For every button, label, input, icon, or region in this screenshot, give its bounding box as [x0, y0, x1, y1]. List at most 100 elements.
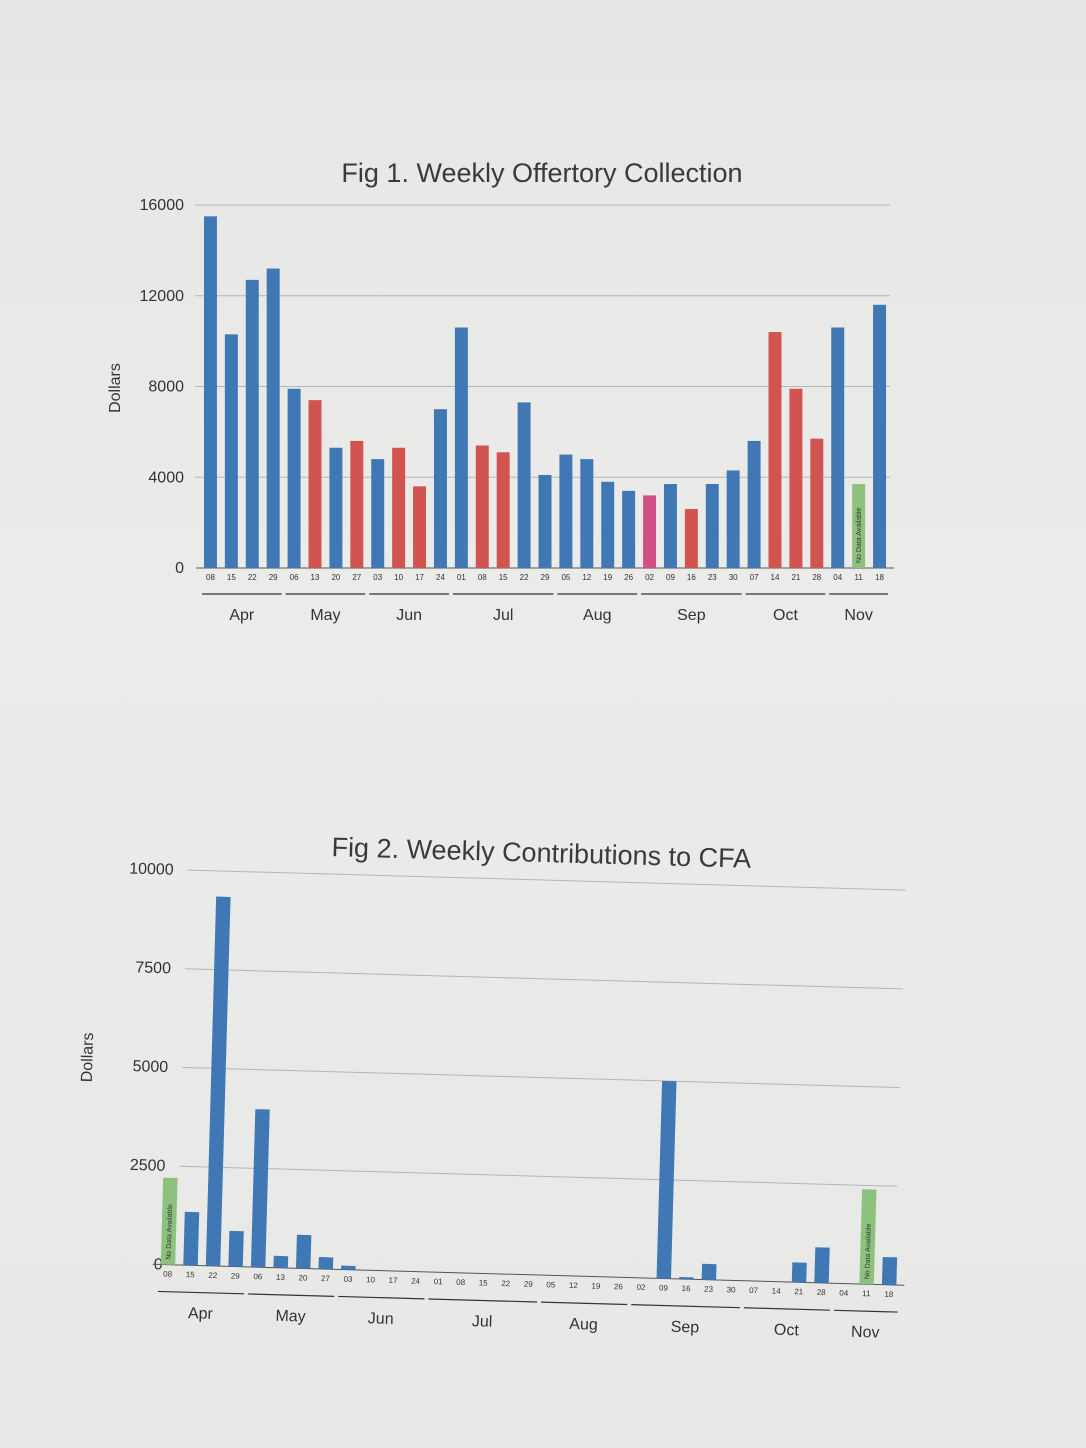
x-tick-label: 22	[520, 573, 529, 582]
bar	[538, 474, 552, 568]
month-label: Jun	[368, 1310, 394, 1328]
x-tick-label: 30	[729, 573, 738, 582]
bar	[643, 495, 657, 568]
month-label: Aug	[569, 1316, 598, 1334]
x-tick-label: 23	[704, 1285, 714, 1294]
bar	[392, 447, 406, 568]
bar	[791, 1262, 807, 1283]
x-tick-label: 15	[499, 573, 508, 582]
x-tick-label: 22	[208, 1271, 218, 1280]
x-tick-label: 21	[794, 1287, 804, 1296]
x-tick-label: 16	[687, 573, 696, 582]
bar	[250, 1109, 270, 1268]
bar	[831, 327, 845, 568]
x-tick-label: 15	[227, 573, 236, 582]
x-tick-label: 17	[415, 573, 424, 582]
bar	[183, 1211, 200, 1266]
bar	[810, 438, 824, 568]
gridline	[179, 1165, 898, 1187]
x-tick-label: 28	[812, 573, 821, 582]
x-tick-label: 04	[839, 1288, 849, 1297]
bar	[273, 1255, 289, 1269]
bar	[881, 1256, 898, 1286]
x-tick-label: 08	[163, 1270, 173, 1279]
month-label: Jul	[493, 607, 513, 624]
month-label: Apr	[188, 1305, 214, 1323]
bar	[580, 459, 594, 568]
fig1-offertory-chart: Fig 1. Weekly Offertory Collection Dollar…	[107, 158, 894, 624]
x-tick-label: 20	[331, 573, 340, 582]
y-axis-label: Dollars	[107, 363, 124, 413]
gridline	[184, 968, 903, 990]
bar	[684, 509, 698, 568]
bar	[622, 490, 636, 568]
chart-title: Fig 1. Weekly Offertory Collection	[341, 158, 742, 188]
bar	[475, 445, 489, 568]
x-tick-label: 21	[791, 573, 800, 582]
x-tick-label: 29	[541, 573, 550, 582]
no-data-bar	[160, 1177, 178, 1265]
y-tick-label: 4000	[148, 469, 184, 486]
x-tick-label: 19	[603, 573, 612, 582]
month-label: Sep	[670, 1319, 699, 1337]
bar	[517, 402, 531, 568]
x-tick-label: 11	[862, 1289, 871, 1298]
x-tick-label: 27	[321, 1274, 331, 1283]
y-tick-label: 5000	[132, 1058, 168, 1076]
bar	[705, 484, 719, 568]
y-tick-label: 2500	[130, 1157, 166, 1175]
gridline	[182, 1067, 900, 1089]
month-bracket	[157, 1290, 245, 1295]
bar	[559, 454, 573, 568]
x-tick-label: 14	[771, 573, 780, 582]
bar	[350, 440, 364, 568]
fig2-plot-group: Fig 2. Weekly Contributions to CFA Dollar…	[79, 832, 906, 1342]
chart-title: Fig 2. Weekly Contributions to CFA	[331, 832, 751, 874]
x-tick-label: 09	[659, 1283, 669, 1292]
x-tick-label: 12	[569, 1281, 579, 1290]
y-tick-label: 12000	[140, 288, 185, 305]
x-tick-label: 30	[727, 1285, 737, 1294]
x-tick-label: 02	[636, 1283, 646, 1292]
bar	[726, 470, 740, 568]
month-bracket	[338, 1295, 425, 1300]
x-tick-label: 23	[708, 573, 717, 582]
x-tick-label: 18	[884, 1290, 894, 1299]
y-tick-label: 7500	[135, 959, 171, 977]
x-tick-label: 26	[614, 1282, 624, 1291]
x-tick-label: 15	[479, 1278, 489, 1287]
bar	[224, 334, 238, 568]
month-label: Sep	[677, 607, 706, 624]
x-tick-label: 07	[750, 573, 759, 582]
x-tick-label: 09	[666, 573, 675, 582]
x-tick-label: 24	[436, 573, 445, 582]
bar	[679, 1276, 694, 1280]
bar	[245, 279, 259, 568]
bar	[266, 268, 280, 568]
bar	[341, 1265, 356, 1270]
bar	[308, 400, 322, 568]
month-bracket	[834, 1309, 898, 1313]
x-tick-label: 22	[501, 1279, 511, 1288]
x-tick-label: 10	[366, 1275, 376, 1284]
bar	[873, 304, 887, 568]
x-tick-label: 29	[524, 1280, 534, 1289]
x-tick-label: 16	[681, 1284, 691, 1293]
month-label: Jun	[396, 607, 422, 624]
x-tick-label: 15	[186, 1270, 196, 1279]
no-data-label: No Data Available	[166, 1204, 175, 1260]
bar	[814, 1247, 830, 1284]
x-tick-label: 04	[833, 573, 842, 582]
x-tick-label: 10	[394, 573, 403, 582]
x-tick-label: 07	[749, 1286, 759, 1295]
x-tick-label: 06	[253, 1272, 263, 1281]
month-bracket	[541, 1301, 628, 1306]
x-tick-label: 27	[352, 573, 361, 582]
x-tick-label: 06	[290, 573, 299, 582]
x-tick-label: 12	[582, 573, 591, 582]
no-data-label: No Data Available	[856, 507, 863, 563]
bar	[413, 486, 427, 568]
x-tick-label: 26	[624, 573, 633, 582]
